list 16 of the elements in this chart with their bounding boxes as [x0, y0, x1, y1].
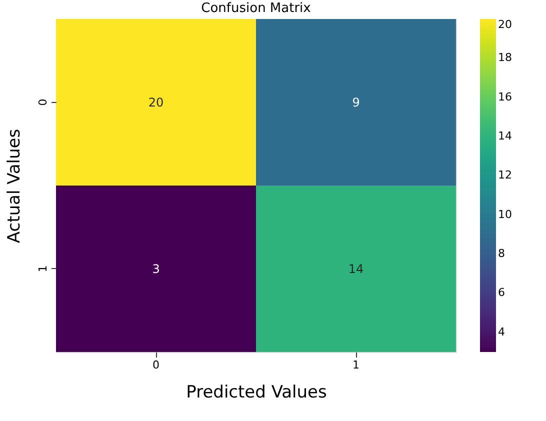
color-bar-label: 6 [498, 286, 505, 300]
data-label: 3 [152, 262, 160, 276]
color-bar-label: 4 [498, 325, 505, 338]
color-bar-label: 16 [498, 90, 512, 104]
chart-title: Confusion Matrix [201, 1, 312, 16]
color-bar-label: 14 [498, 130, 512, 143]
color-bar-label: 8 [498, 247, 505, 260]
color-bar-label: 18 [498, 51, 512, 64]
color-bar-label: 20 [498, 18, 512, 31]
data-label: 20 [148, 95, 164, 110]
color-bar-label: 12 [498, 168, 512, 182]
x-axis-title: Predicted Values [186, 382, 328, 402]
data-label: 14 [348, 262, 364, 276]
y-axis-title: Actual Values [4, 128, 24, 244]
data-label: 9 [352, 95, 360, 110]
color-bar-label: 10 [498, 208, 512, 221]
